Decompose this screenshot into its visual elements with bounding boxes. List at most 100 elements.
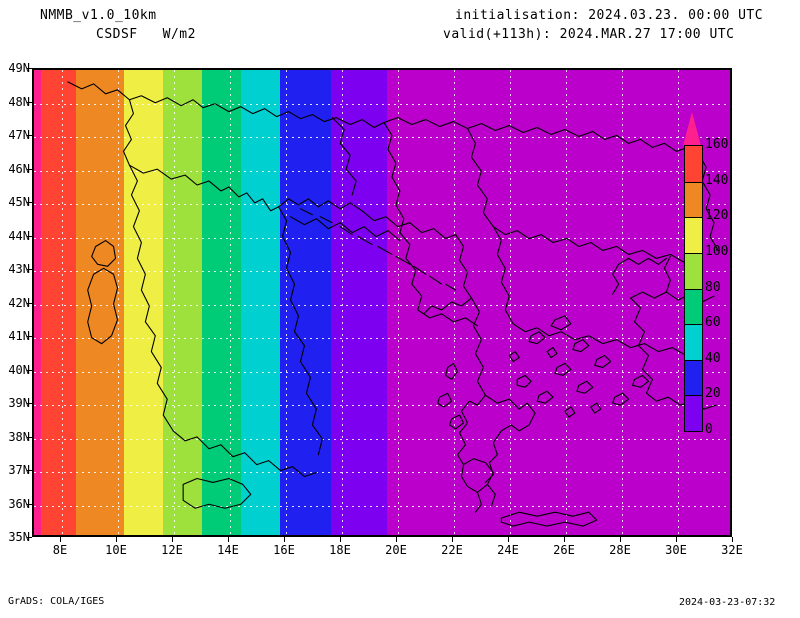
colorbar-divider [685, 252, 702, 254]
lon-tick-label: 10E [105, 543, 127, 557]
field-band [41, 70, 76, 535]
lat-tick-label: 37N [8, 463, 30, 477]
gridline-vertical [118, 70, 119, 535]
colorbar-segment [685, 252, 702, 289]
lon-tick-label: 30E [665, 543, 687, 557]
lat-tick-mark [27, 470, 32, 471]
gridline-horizontal [34, 237, 730, 239]
field-band [386, 70, 730, 535]
lon-tick-label: 32E [721, 543, 743, 557]
field-band [162, 70, 202, 535]
model-title: NMMB_v1.0_10km [40, 8, 157, 23]
colorbar-tick-label: 80 [705, 279, 721, 295]
lat-tick-mark [27, 537, 32, 538]
gridline-horizontal [34, 338, 730, 339]
coastline-border-overlay [67, 81, 719, 527]
field-band [330, 70, 387, 535]
field-band [202, 70, 242, 535]
lat-tick-mark [27, 436, 32, 438]
lat-tick-mark [27, 68, 32, 69]
footer-credit: GrADS: COLA/IGES [8, 596, 105, 607]
lon-tick-mark [620, 537, 621, 542]
colorbar [684, 145, 703, 432]
lon-tick-mark [732, 537, 733, 542]
lat-tick-mark [27, 503, 32, 505]
gridline-vertical [174, 70, 175, 535]
lon-tick-label: 24E [497, 543, 519, 557]
lon-tick-label: 28E [609, 543, 631, 557]
lon-tick-label: 26E [553, 543, 575, 557]
lat-tick-label: 35N [8, 530, 30, 544]
gridline-vertical [286, 70, 287, 535]
field-band [280, 70, 331, 535]
gridline-horizontal [34, 103, 730, 105]
gridline-horizontal [34, 405, 730, 406]
lat-tick-label: 44N [8, 228, 30, 243]
gridline-horizontal [34, 204, 730, 205]
map-plot-area [32, 68, 732, 537]
lat-tick-label: 46N [8, 161, 30, 176]
gridline-vertical [342, 70, 343, 535]
colorbar-segment [685, 324, 702, 360]
lat-tick-mark [27, 101, 32, 103]
lat-tick-label: 38N [8, 429, 30, 444]
lat-tick-mark [27, 336, 32, 337]
lat-tick-label: 49N [8, 61, 30, 75]
lon-tick-label: 14E [217, 543, 239, 557]
lat-tick-mark [27, 369, 32, 371]
colorbar-tick-label: 20 [705, 386, 721, 402]
gridline-vertical [62, 70, 63, 535]
lat-tick-label: 48N [8, 94, 30, 109]
gridline-horizontal [34, 472, 730, 473]
colorbar-tick-label: 120 [705, 208, 729, 224]
colorbar-tick-label: 140 [705, 172, 729, 188]
colorbar-segment [685, 395, 702, 431]
field-band [241, 70, 281, 535]
lat-tick-mark [27, 135, 32, 136]
colorbar-tick-label: 100 [705, 243, 729, 259]
lon-tick-mark [284, 537, 285, 542]
gridline-horizontal [34, 371, 730, 373]
lat-lon-gridlines [34, 70, 730, 535]
lon-tick-label: 16E [273, 543, 295, 557]
colorbar-divider [685, 288, 702, 290]
gridline-horizontal [34, 170, 730, 172]
gridline-vertical [678, 70, 679, 535]
lat-tick-label: 42N [8, 295, 30, 310]
lon-tick-mark [228, 537, 229, 542]
lat-tick-mark [27, 269, 32, 270]
gridline-vertical [454, 70, 455, 535]
lon-tick-label: 22E [441, 543, 463, 557]
lon-tick-label: 8E [52, 543, 68, 557]
lat-tick-mark [27, 168, 32, 170]
colorbar-divider [685, 324, 702, 326]
lon-tick-mark [60, 537, 61, 542]
colorbar-tick-label: 40 [705, 350, 721, 366]
colorbar-divider [685, 359, 702, 361]
lon-tick-label: 20E [385, 543, 407, 557]
field-band [34, 70, 41, 535]
colorbar-segment [685, 288, 702, 325]
gridline-horizontal [34, 304, 730, 306]
field-band [123, 70, 163, 535]
colorbar-tick-label: 160 [705, 137, 729, 152]
lat-tick-label: 40N [8, 362, 30, 377]
lat-tick-mark [27, 302, 32, 304]
lon-tick-label: 18E [329, 543, 351, 557]
gridline-horizontal [34, 438, 730, 440]
gridline-vertical [566, 70, 567, 535]
lat-tick-mark [27, 403, 32, 404]
field-band [76, 70, 124, 535]
lat-tick-label: 41N [8, 329, 30, 343]
colorbar-tick-label: 60 [705, 315, 721, 331]
gridline-horizontal [34, 505, 730, 507]
lat-tick-label: 47N [8, 128, 30, 142]
lon-tick-mark [452, 537, 453, 542]
lat-tick-mark [27, 235, 32, 237]
colorbar-divider [685, 217, 702, 219]
lon-tick-mark [676, 537, 677, 542]
colorbar-tick-label: 0 [705, 422, 713, 437]
colorbar-segment [685, 359, 702, 396]
colorbar-segment [685, 146, 702, 182]
gridline-vertical [398, 70, 399, 535]
